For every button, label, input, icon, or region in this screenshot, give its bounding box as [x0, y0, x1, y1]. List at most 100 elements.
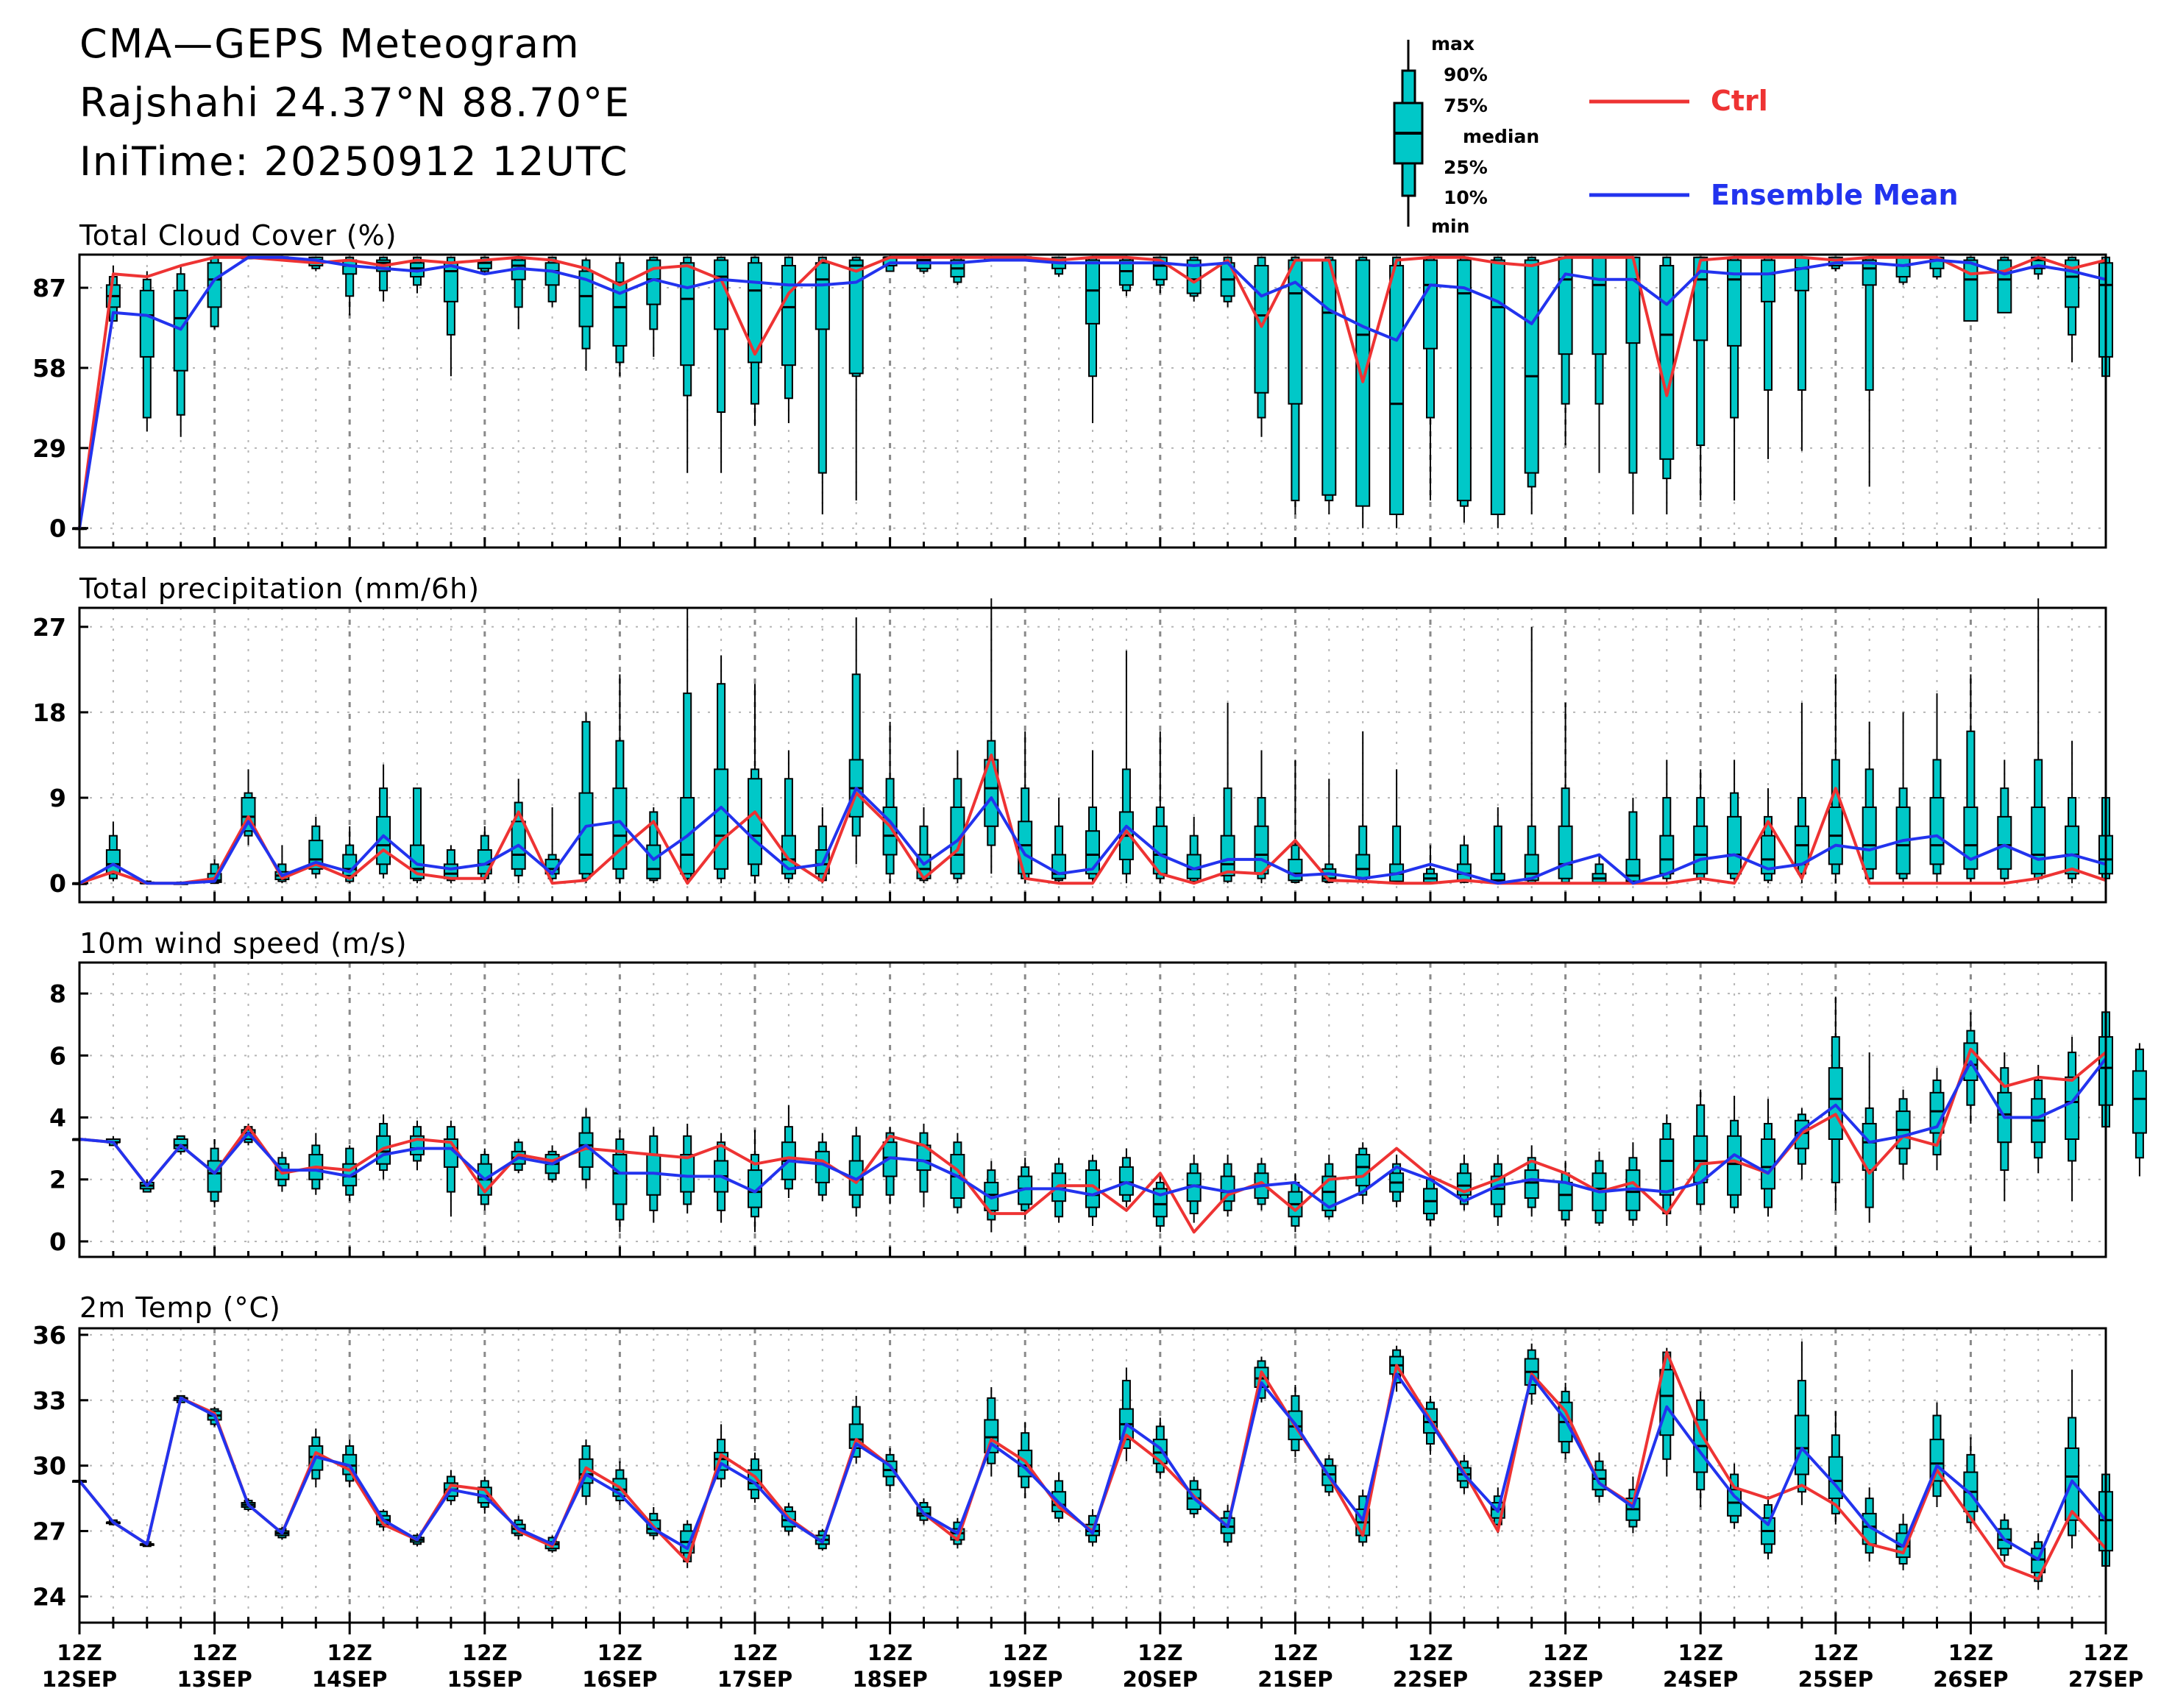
- precipitation-box: [1727, 759, 1742, 884]
- y-tick-label: 2: [49, 1166, 66, 1194]
- inner-box: [1862, 806, 1877, 870]
- x-axis-labels: 12Z12SEP12Z13SEP12Z14SEP12Z15SEP12Z16SEP…: [42, 1623, 2143, 1692]
- inner-box: [714, 259, 729, 330]
- wind-speed-box: [173, 1135, 188, 1155]
- legend-p25-label: 25%: [1444, 157, 1488, 178]
- wind-speed-box: [1118, 1148, 1134, 1208]
- legend-mean-label: Ensemble Mean: [1711, 179, 1959, 211]
- inner-box: [1727, 259, 1742, 347]
- precipitation-box: [1997, 759, 2012, 884]
- precipitation-ctrl-line: [79, 754, 2107, 885]
- inner-box: [1659, 265, 1675, 460]
- x-label-hour: 12Z: [1948, 1640, 1993, 1665]
- precipitation-box: [1761, 788, 1775, 884]
- wind-speed-box: [2132, 1043, 2147, 1177]
- inner-box: [815, 262, 830, 330]
- precipitation-box: [1828, 674, 1843, 884]
- precipitation-box: [781, 750, 796, 884]
- inner-box: [714, 768, 729, 870]
- cloud-cover-box: [1862, 256, 1877, 487]
- y-tick-label: 29: [32, 434, 66, 463]
- inner-box: [1220, 834, 1235, 876]
- x-label-hour: 12Z: [327, 1640, 372, 1665]
- inner-box: [680, 1154, 695, 1193]
- x-label-hour: 12Z: [57, 1640, 102, 1665]
- y-tick-label: 18: [32, 698, 66, 727]
- legend-p10-label: 10%: [1444, 187, 1488, 208]
- cloud-cover-box: [1727, 256, 1742, 501]
- wind-speed-box: [1761, 1099, 1775, 1217]
- wind-speed-mean-line: [79, 1057, 2107, 1209]
- y-tick-label: 6: [49, 1041, 66, 1070]
- wind-speed-box: [612, 1130, 628, 1233]
- precipitation-mean-line: [79, 787, 2107, 885]
- outer-box: [919, 825, 929, 882]
- inner-box: [1118, 1166, 1134, 1196]
- wind-speed-box: [748, 1130, 762, 1233]
- x-label-date: 19SEP: [987, 1667, 1062, 1692]
- precipitation-panel: Total precipitation (mm/6h) 0 9 18 27: [32, 573, 2113, 904]
- inner-box: [1355, 1154, 1371, 1187]
- precipitation-box: [984, 598, 999, 874]
- cloud-cover-box: [848, 256, 864, 501]
- inner-box: [1761, 259, 1775, 302]
- cloud-cover-panel: Total Cloud Cover (%) 0 29 58 87: [32, 219, 2113, 549]
- outer-box: [1054, 825, 1064, 882]
- y-tick-label: 4: [49, 1104, 66, 1133]
- x-label-date: 17SEP: [717, 1667, 792, 1692]
- inner-box: [139, 289, 155, 358]
- inner-box: [1423, 259, 1438, 350]
- outer-box: [784, 778, 793, 879]
- precipitation-box: [1051, 798, 1067, 884]
- x-label-hour: 12Z: [1003, 1640, 1048, 1665]
- inner-box: [578, 270, 594, 327]
- wind-speed-box: [1152, 1176, 1168, 1233]
- temperature-box: [1254, 1356, 1269, 1403]
- precipitation-box: [1018, 731, 1033, 884]
- outer-box: [379, 256, 388, 291]
- inner-box: [1828, 1067, 1843, 1140]
- inner-box: [1321, 259, 1337, 496]
- y-tick-label: 0: [49, 514, 66, 543]
- y-tick-label: 27: [32, 1517, 66, 1546]
- precipitation-box: [646, 807, 661, 884]
- outer-box: [345, 256, 355, 297]
- inner-box: [612, 1154, 628, 1205]
- inner-box: [1524, 1169, 1539, 1199]
- outer-box: [413, 787, 422, 882]
- precipitation-box: [1186, 816, 1202, 884]
- cloud-cover-box: [1355, 256, 1371, 528]
- y-tick-label: 33: [32, 1386, 66, 1415]
- x-label-hour: 12Z: [462, 1640, 507, 1665]
- inner-box: [1862, 259, 1877, 286]
- y-tick-label: 36: [32, 1321, 66, 1350]
- inner-box: [1085, 259, 1100, 325]
- inner-box: [1727, 815, 1742, 875]
- y-tick-label: 58: [32, 354, 66, 383]
- cloud-cover-box: [207, 256, 222, 330]
- inner-box: [2031, 806, 2046, 875]
- precipitation-box: [1794, 703, 1809, 884]
- y-tick-label: 27: [32, 613, 66, 642]
- inner-box: [2132, 1070, 2147, 1134]
- wind-speed-box: [2065, 1037, 2080, 1202]
- cloud-cover-box: [748, 256, 762, 426]
- legend-p75-label: 75%: [1444, 95, 1488, 116]
- x-label-date: 25SEP: [1798, 1667, 1873, 1692]
- inner-box: [1389, 265, 1405, 515]
- outer-box: [1223, 787, 1232, 882]
- y-tick-label: 30: [32, 1452, 66, 1481]
- legend-median-label: median: [1463, 126, 1539, 147]
- inner-box: [1727, 1135, 1742, 1196]
- inner-box: [781, 265, 796, 366]
- x-label-hour: 12Z: [192, 1640, 237, 1665]
- cloud-cover-title: Total Cloud Cover (%): [79, 219, 397, 252]
- temperature-box: [1963, 1437, 1979, 1529]
- cloud-cover-box: [578, 257, 594, 371]
- cloud-cover-box: [1321, 256, 1337, 514]
- x-label-date: 13SEP: [177, 1667, 252, 1692]
- cloud-cover-ctrl-line: [78, 255, 2107, 528]
- cloud-cover-box: [815, 256, 830, 514]
